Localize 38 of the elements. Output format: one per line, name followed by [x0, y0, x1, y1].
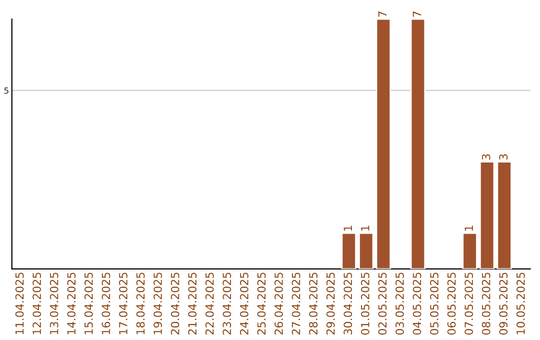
- x-tick-label: 24.04.2025: [240, 272, 248, 335]
- x-tick-label: 22.04.2025: [205, 272, 214, 335]
- x-tick-label: 28.04.2025: [309, 272, 318, 335]
- data-label: 1: [361, 226, 370, 231]
- x-tick-label: 14.04.2025: [67, 272, 76, 334]
- x-tick-label: 19.04.2025: [154, 272, 162, 334]
- x-tick-label: 13.04.2025: [50, 272, 58, 334]
- x-tick-label: 20.04.2025: [170, 272, 180, 335]
- x-tick-label: 06.05.2025: [447, 272, 456, 335]
- data-label: 3: [499, 154, 508, 160]
- data-label: 7: [378, 12, 386, 17]
- x-tick-label: 05.05.2025: [430, 272, 438, 335]
- x-tick-label: 27.04.2025: [292, 272, 300, 335]
- data-label: 1: [464, 226, 473, 231]
- x-tick-label: 15.04.2025: [84, 272, 93, 334]
- x-tick-label: 23.04.2025: [222, 272, 232, 335]
- x-tick-label: 11.04.2025: [15, 272, 24, 334]
- x-tick-label: 12.04.2025: [32, 272, 42, 334]
- x-tick-label: 29.04.2025: [326, 272, 335, 335]
- x-tick-label: 18.04.2025: [136, 272, 145, 334]
- x-tick-label: 08.05.2025: [482, 272, 490, 335]
- x-tick-label: 25.04.2025: [257, 272, 266, 335]
- data-label: 7: [412, 12, 422, 17]
- x-tick-label: 17.04.2025: [119, 272, 128, 334]
- x-tick-label: 10.05.2025: [516, 272, 525, 334]
- x-tick-label: 02.05.2025: [378, 272, 387, 335]
- x-tick-label: 09.05.2025: [499, 272, 508, 335]
- x-tick-label: 03.05.2025: [396, 272, 404, 335]
- y-tick-label: 5: [4, 88, 8, 94]
- x-tick-label: 30.04.2025: [344, 272, 352, 334]
- x-tick-label: 01.05.2025: [360, 272, 370, 335]
- x-tick-label: 26.04.2025: [274, 272, 283, 335]
- x-tick-label: 07.05.2025: [464, 272, 474, 335]
- x-tick-label: 21.04.2025: [188, 272, 197, 335]
- x-tick-label: 04.05.2025: [412, 272, 422, 335]
- data-label: 1: [344, 226, 352, 231]
- data-label: 3: [482, 154, 490, 160]
- x-tick-label: 16.04.2025: [102, 272, 110, 334]
